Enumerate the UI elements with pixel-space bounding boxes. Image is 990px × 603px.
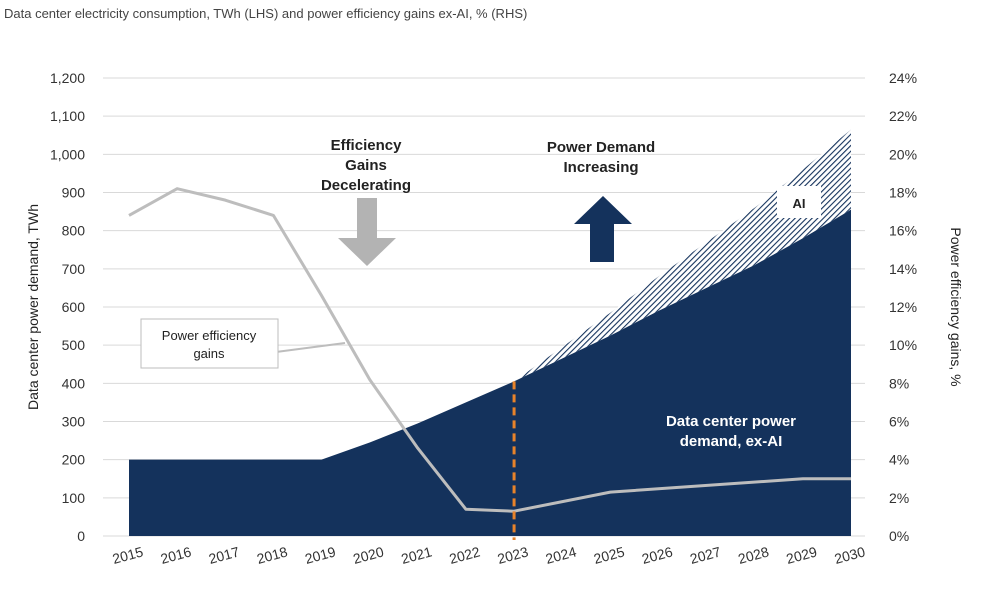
ai-label: AI	[793, 196, 806, 211]
x-tick-label: 2023	[496, 543, 530, 567]
annotation-layer: Power efficiency gains Efficiency Gains Dece…	[140, 137, 821, 450]
x-tick-label: 2028	[736, 543, 770, 567]
y-tick-label: 1,000	[50, 146, 85, 162]
x-tick-label: 2015	[111, 543, 145, 567]
y-tick-label: 100	[62, 490, 86, 506]
x-tick-label: 2019	[303, 543, 337, 567]
y-axis-title: Data center power demand, TWh	[25, 204, 41, 410]
series-area-ex-ai	[129, 209, 851, 537]
x-tick-label: 2029	[784, 543, 818, 567]
x-tick-label: 2027	[688, 543, 722, 567]
y2-tick-label: 18%	[889, 185, 917, 201]
area-layer	[129, 129, 851, 537]
y-tick-label: 200	[62, 452, 86, 468]
y-tick-label: 400	[62, 375, 86, 391]
y2-tick-label: 20%	[889, 146, 917, 162]
y2-tick-label: 0%	[889, 528, 909, 544]
y2-tick-label: 12%	[889, 299, 917, 315]
ai-label-box	[777, 186, 821, 218]
exai-label-line1: Data center power	[666, 413, 796, 430]
y2-tick-label: 22%	[889, 108, 917, 124]
arrow-down-icon	[338, 198, 396, 266]
y-tick-label: 800	[62, 223, 86, 239]
y-tick-label: 900	[62, 185, 86, 201]
series-line-efficiency	[128, 187, 851, 513]
exai-label-line2: demand, ex-AI	[680, 433, 783, 450]
y2-tick-label: 16%	[889, 223, 917, 239]
y2-tick-label: 14%	[889, 261, 917, 277]
y2-tick-label: 6%	[889, 414, 909, 430]
annotation-efficiency-line2: Gains	[345, 157, 387, 174]
line-layer	[128, 187, 851, 540]
chart-title: Data center electricity consumption, TWh…	[4, 6, 528, 21]
legend-label-efficiency-line2: gains	[193, 346, 225, 361]
arrow-up-icon	[574, 196, 632, 262]
x-tick-label: 2030	[833, 543, 867, 567]
x-tick-label: 2025	[592, 543, 626, 567]
annotation-efficiency-line1: Efficiency	[331, 137, 403, 154]
y-tick-label: 1,100	[50, 108, 85, 124]
x-tick-label: 2024	[544, 543, 578, 567]
y-tick-label: 1,200	[50, 70, 85, 86]
y2-tick-label: 10%	[889, 337, 917, 353]
x-tick-label: 2017	[207, 543, 241, 567]
y-tick-label: 300	[62, 414, 86, 430]
y2-tick-label: 8%	[889, 375, 909, 391]
legend-leader-line	[275, 342, 346, 353]
y2-axis-title: Power efficiency gains, %	[948, 227, 964, 386]
x-tick-label: 2021	[399, 543, 433, 567]
x-tick-label: 2020	[351, 543, 385, 567]
axis-layer: 0 0% 100 2% 200 4% 300 6% 400 8% 500 10% 600 12% 700 14…	[25, 70, 964, 567]
y-tick-label: 500	[62, 337, 86, 353]
annotation-demand-line1: Power Demand	[547, 139, 655, 156]
y-tick-label: 0	[77, 528, 85, 544]
y-tick-label: 700	[62, 261, 86, 277]
annotation-demand-line2: Increasing	[563, 159, 638, 176]
y2-tick-label: 4%	[889, 452, 909, 468]
x-tick-label: 2022	[448, 543, 482, 567]
y2-tick-label: 2%	[889, 490, 909, 506]
x-tick-label: 2016	[159, 543, 193, 567]
y2-tick-label: 24%	[889, 70, 917, 86]
annotation-efficiency-line3: Decelerating	[321, 177, 411, 194]
legend-box-efficiency	[140, 318, 279, 369]
legend-label-efficiency-line1: Power efficiency	[162, 328, 257, 343]
x-tick-label: 2026	[640, 543, 674, 567]
y-tick-label: 600	[62, 299, 86, 315]
x-tick-label: 2018	[255, 543, 289, 567]
